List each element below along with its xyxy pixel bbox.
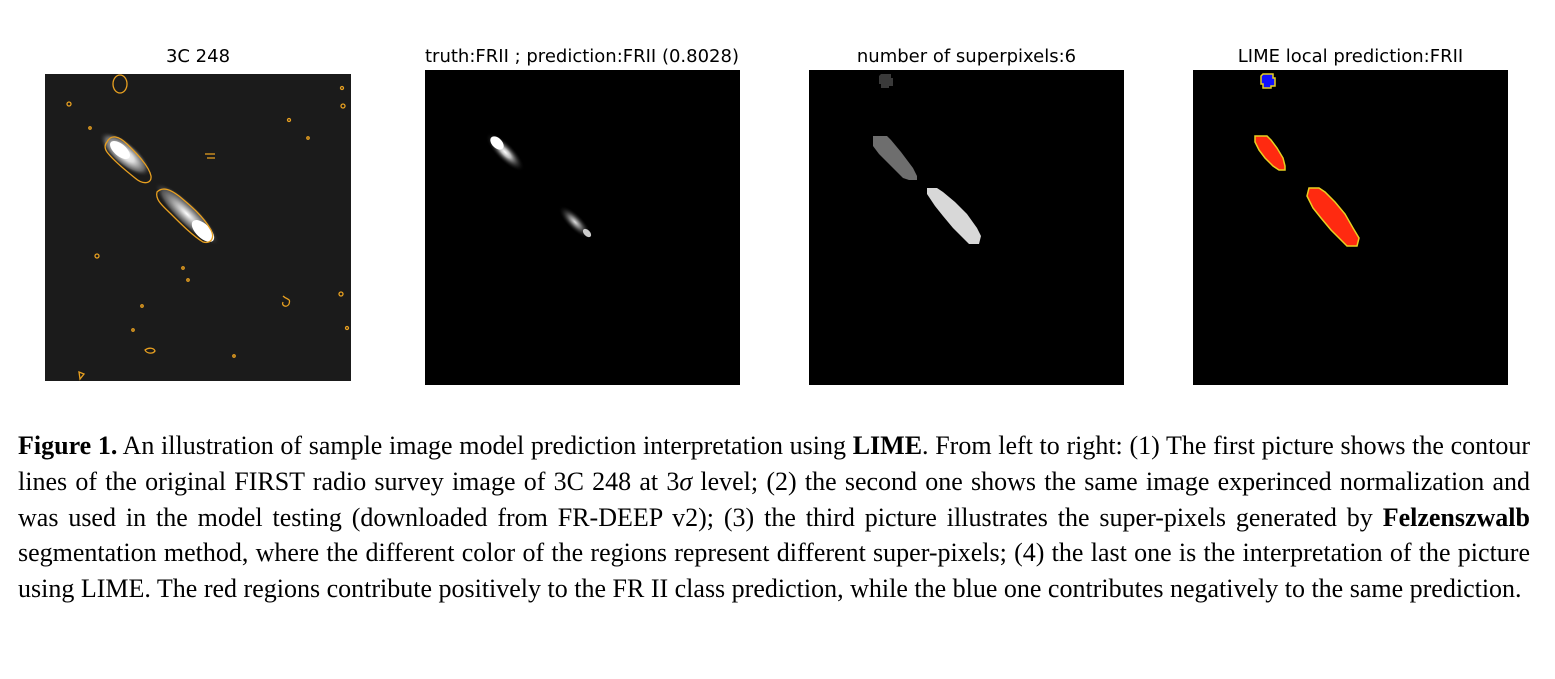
caption-text-2: . From left to right: (1) The first pict… xyxy=(18,431,1531,496)
panel-title-radio-image: 3C 248 xyxy=(165,46,231,67)
panel-title-superpixels: number of superpixels:6 xyxy=(856,46,1077,67)
superpixels-image xyxy=(809,70,1124,385)
panel-title-lime: LIME local prediction:FRII xyxy=(1237,46,1464,67)
figure-label: Figure 1. xyxy=(18,431,118,460)
positive-region-south xyxy=(1306,187,1360,247)
caption-text-4: segmentation method, where the different… xyxy=(18,538,1530,604)
caption-bold-felzenszwalb: Felzenszwalb xyxy=(1382,502,1530,532)
caption-text-3: level; (2) the second one shows the same… xyxy=(18,466,1530,532)
caption-bold-lime: LIME xyxy=(852,431,923,460)
caption-sigma: σ xyxy=(679,466,693,496)
normalized-image xyxy=(425,70,740,385)
radio-image-contours xyxy=(45,74,351,381)
figure-caption: Figure 1. An illustration of sample imag… xyxy=(18,428,1530,607)
panel-title-prediction: truth:FRII ; prediction:FRII (0.8028) xyxy=(425,46,739,67)
lime-interpretation-image xyxy=(1193,70,1508,385)
caption-text-1: An illustration of sample image model pr… xyxy=(117,431,853,460)
positive-region-north xyxy=(1254,135,1286,171)
negative-region xyxy=(1260,73,1276,89)
